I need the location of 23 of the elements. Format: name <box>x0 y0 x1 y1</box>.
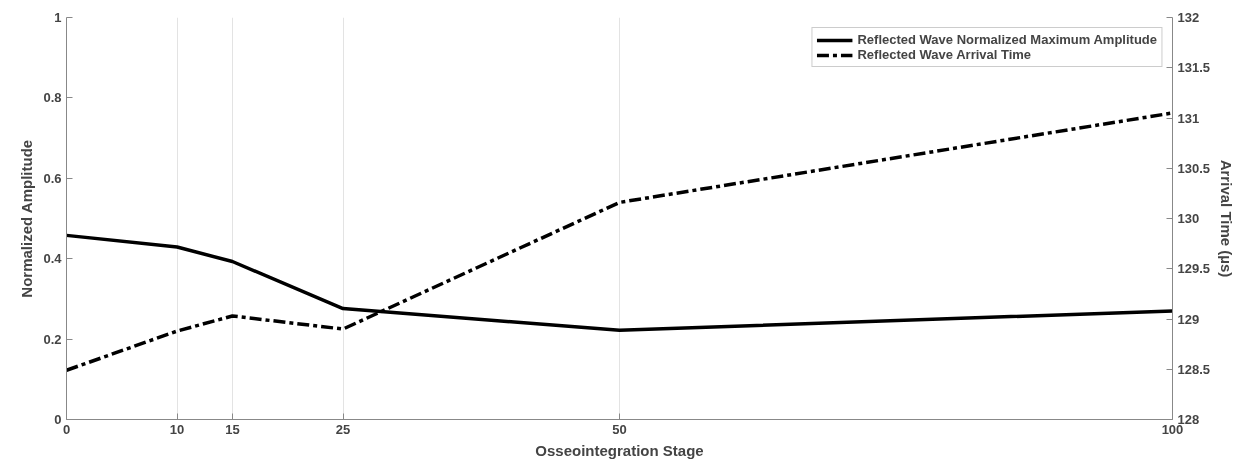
y-tick-label: 0.4 <box>43 251 63 267</box>
y-axis-title: Normalized Amplitude <box>18 139 36 298</box>
y2-tick-label: 131 <box>1177 110 1200 126</box>
y-tick-label: 0.2 <box>43 331 62 347</box>
y2-tick-label: 130.5 <box>1177 160 1211 176</box>
y2-tick-label: 129 <box>1177 311 1200 327</box>
legend-label: Reflected Wave Normalized Maximum Amplitude <box>857 32 1157 47</box>
x-tick-label: 25 <box>335 421 351 437</box>
y-tick-label: 1 <box>54 10 62 25</box>
legend-label: Reflected Wave Arrival Time <box>857 47 1032 62</box>
y2-tick-label: 129.5 <box>1177 261 1211 277</box>
y2-tick-label: 130 <box>1177 211 1200 226</box>
x-tick-label: 10 <box>169 421 185 437</box>
y2-axis-title: Arrival Time (µs) <box>1218 159 1236 278</box>
x-tick-label: 50 <box>612 421 627 437</box>
y-tick-label: 0.6 <box>43 170 62 186</box>
y2-tick-label: 131.5 <box>1177 60 1211 76</box>
x-axis-title: Osseointegration Stage <box>535 441 704 459</box>
y2-tick-label: 132 <box>1177 10 1200 25</box>
y-tick-label: 0.8 <box>43 90 62 106</box>
line-series <box>66 111 1173 373</box>
y2-tick-label: 128.5 <box>1177 361 1211 377</box>
x-tick-label: 15 <box>225 421 240 437</box>
